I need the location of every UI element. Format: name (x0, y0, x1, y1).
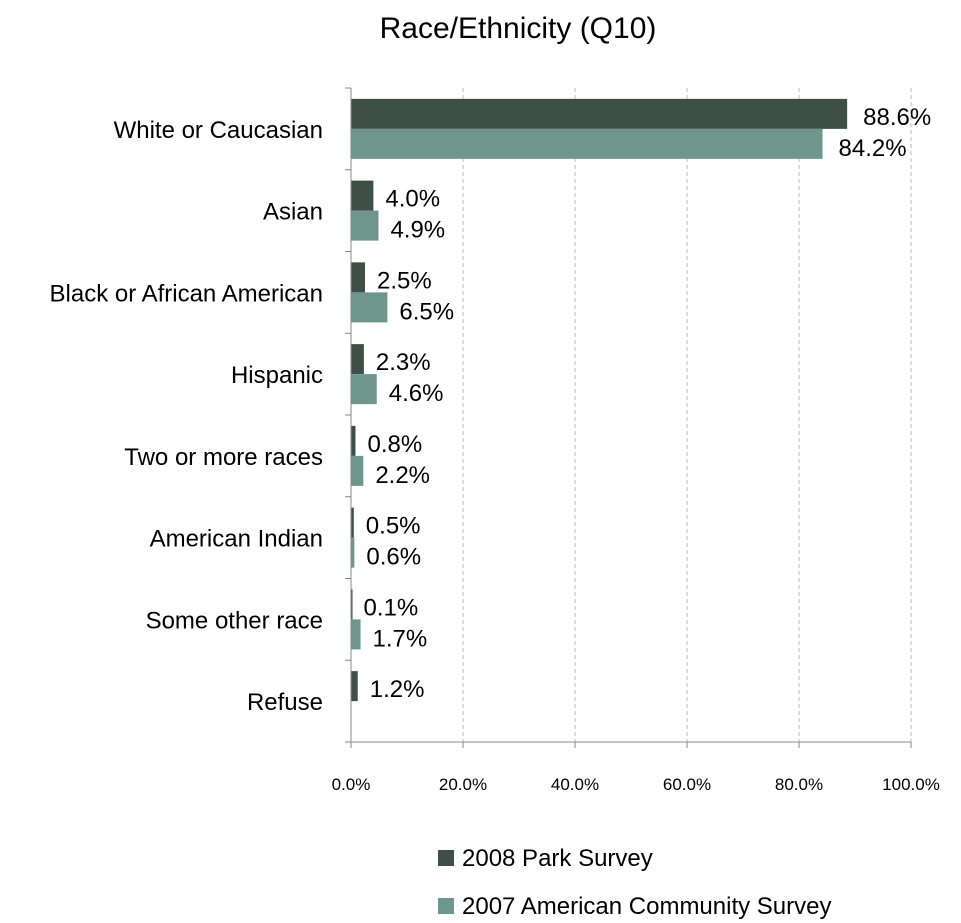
data-label: 4.9% (390, 217, 445, 244)
legend-swatch (438, 898, 454, 914)
data-label: 4.6% (389, 380, 444, 407)
x-tick-label: 20.0% (439, 775, 487, 794)
category-label: Refuse (247, 689, 323, 716)
axes: 0.0% 20.0% 40.0% 60.0% 80.0% 100.0% White or C… (50, 87, 940, 794)
x-tick-label: 40.0% (551, 775, 599, 794)
category-label: Some other race (146, 607, 323, 634)
gridlines (462, 88, 912, 742)
x-tick-label: 0.0% (332, 775, 371, 794)
category-label: Black or African American (50, 280, 323, 307)
bar (351, 210, 379, 241)
category-label: Two or more races (124, 444, 323, 471)
legend-label: 2007 American Community Survey (462, 893, 832, 920)
data-label: 0.1% (364, 594, 419, 621)
legend-label: 2008 Park Survey (462, 845, 653, 872)
bar (351, 344, 364, 375)
bar (351, 128, 823, 159)
bar (351, 455, 364, 486)
x-tick-label: 100.0% (882, 775, 940, 794)
data-label: 4.0% (385, 186, 440, 213)
data-label: 84.2% (839, 135, 907, 162)
labels: 88.6% 84.2% 4.0% 4.9% 2.5% 6.5% 2.3% 4.6% 0.8% 2.… (364, 104, 932, 703)
data-label: 2.3% (376, 349, 431, 376)
legend-swatch (438, 850, 454, 866)
bar (351, 292, 388, 323)
bar (351, 180, 374, 211)
data-label: 2.5% (377, 267, 432, 294)
data-label: 88.6% (863, 104, 931, 131)
bar (351, 671, 358, 702)
bar (351, 619, 361, 650)
bar (351, 262, 365, 293)
data-label: 1.2% (370, 676, 425, 703)
x-tick-label: 80.0% (775, 775, 823, 794)
category-label: White or Caucasian (114, 117, 323, 144)
bar (351, 425, 356, 456)
data-label: 1.7% (373, 625, 428, 652)
bar (351, 374, 377, 405)
bar (351, 507, 354, 538)
category-label: American Indian (150, 526, 323, 553)
chart-title: Race/Ethnicity (Q10) (380, 12, 657, 45)
data-label: 0.6% (366, 544, 421, 571)
data-label: 6.5% (399, 298, 454, 325)
legend: 2008 Park Survey 2007 American Community … (438, 845, 832, 920)
category-label: Hispanic (231, 362, 323, 389)
x-tick-label: 60.0% (663, 775, 711, 794)
data-label: 2.2% (375, 462, 430, 489)
data-label: 0.5% (366, 513, 421, 540)
bar (351, 98, 848, 129)
bars (351, 98, 848, 702)
category-label: Asian (263, 199, 323, 226)
bar (351, 537, 355, 568)
bar (351, 589, 353, 620)
data-label: 0.8% (367, 431, 422, 458)
